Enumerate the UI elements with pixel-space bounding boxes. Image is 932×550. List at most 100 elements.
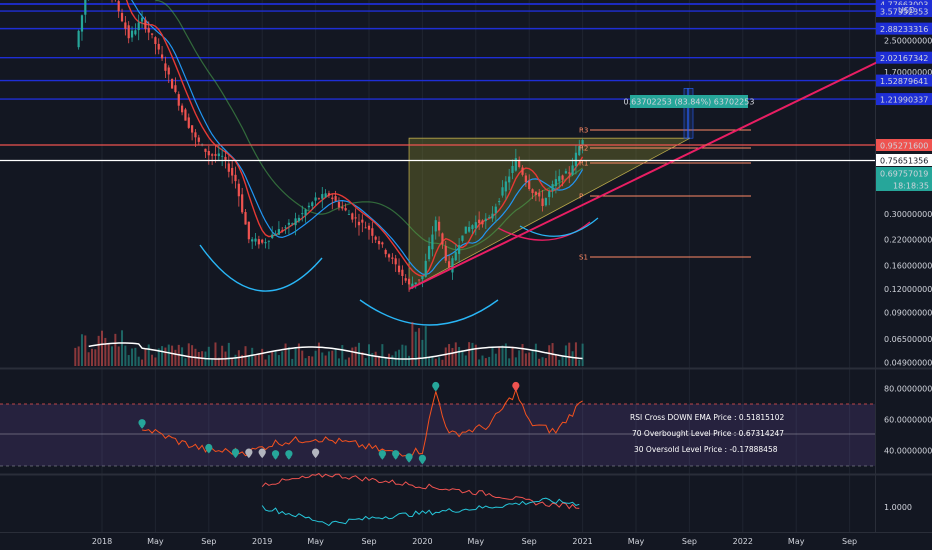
candle-body <box>150 33 154 35</box>
volume-bar <box>287 347 290 366</box>
rsi-signal-pointer <box>206 450 212 454</box>
volume-bar <box>488 356 491 366</box>
candle-body <box>564 171 568 174</box>
rsi-signal-pointer <box>313 455 319 459</box>
volume-bar <box>401 344 404 366</box>
ma-green-line <box>155 0 583 251</box>
rsi-signal-pointer <box>246 455 252 459</box>
volume-bar <box>461 350 464 366</box>
candle-body <box>491 213 494 219</box>
volume-bar <box>438 357 441 366</box>
candle-body <box>448 261 451 268</box>
volume-bar <box>398 349 401 366</box>
candle-body <box>548 191 551 198</box>
candle-body <box>254 238 257 242</box>
volume-bar <box>538 358 541 366</box>
rsi-signal-pointer <box>379 456 385 460</box>
candle-body <box>317 198 321 200</box>
candle-body <box>391 257 394 259</box>
candle-body <box>271 234 274 238</box>
candle-body <box>221 155 224 157</box>
candle-body <box>227 163 230 172</box>
price-tick-label: 0.16000000 <box>884 261 932 270</box>
candle-body <box>304 209 307 216</box>
candle-body <box>397 265 401 273</box>
volume-bar <box>424 326 427 366</box>
rsi-signal-marker <box>271 450 280 458</box>
candle-body <box>571 165 574 175</box>
candlestick-series <box>77 0 584 292</box>
volume-bar <box>311 356 314 366</box>
rsi-label-1: RSI Cross DOWN EMA Price : 0.51815102 <box>630 413 784 422</box>
lower-blue-line <box>261 497 580 527</box>
volume-bar <box>137 356 140 366</box>
red-level-tag-text: 0.95271600 <box>880 142 928 151</box>
price-measure-tool[interactable]: 0.63702253 (83.84%) 63702253 <box>624 88 755 139</box>
volume-bar <box>554 354 557 366</box>
volume-bar <box>261 348 264 366</box>
candle-body <box>267 240 270 242</box>
candle-body <box>488 217 491 218</box>
volume-bar <box>331 350 334 366</box>
candle-body <box>241 194 244 213</box>
level-tag-text: 3.57352353 <box>880 8 928 17</box>
time-tick-label: May <box>628 537 645 546</box>
volume-bar <box>347 357 350 366</box>
volume-bar <box>581 343 584 366</box>
volume-bar <box>264 359 267 366</box>
price-tick-label: 0.06500000 <box>884 335 932 344</box>
rsi-signal-marker <box>378 450 386 458</box>
volume-bar <box>297 343 300 366</box>
pivot-label: P <box>579 193 583 201</box>
candle-body <box>468 226 471 232</box>
level-tag-text: 2.88233316 <box>880 25 928 34</box>
volume-bar <box>317 342 320 366</box>
candle-body <box>387 254 391 258</box>
pivot-label: R2 <box>579 145 588 153</box>
volume-bar <box>214 342 217 366</box>
time-tick-label: Sep <box>361 537 376 546</box>
time-tick-label: 2019 <box>252 537 272 546</box>
volume-bar <box>90 348 93 366</box>
rsi-signal-marker <box>512 381 520 390</box>
measure-label-bg <box>630 95 748 108</box>
candle-body <box>217 153 220 157</box>
candle-body <box>561 175 564 180</box>
volume-bar <box>568 342 571 366</box>
volume-bar <box>534 343 537 366</box>
candle-body <box>187 117 190 128</box>
volume-bar <box>221 345 224 366</box>
ascending-trendline[interactable] <box>408 55 891 290</box>
price-tick-label: 0.04900000 <box>884 358 932 367</box>
level-tag-text: 4.77663003 <box>880 1 928 10</box>
candle-body <box>314 197 317 201</box>
volume-bar <box>167 344 170 366</box>
volume-bar <box>524 353 527 366</box>
price-tick-label: 0.30000000 <box>884 210 932 219</box>
volume-bar <box>211 359 214 366</box>
rsi-signal-marker <box>258 448 266 456</box>
candle-body <box>194 132 197 138</box>
time-tick-label: 2021 <box>572 537 592 546</box>
volume-bar <box>451 347 454 366</box>
volume-bar <box>301 350 304 366</box>
candle-body <box>291 223 294 225</box>
candle-body <box>544 198 547 206</box>
volume-bar <box>337 358 340 366</box>
volume-bar <box>274 351 277 366</box>
rsi-signal-marker <box>231 448 240 456</box>
time-tick-label: 2020 <box>412 537 432 546</box>
volume-bar <box>247 355 250 366</box>
time-tick-label: Sep <box>522 537 537 546</box>
volume-bar <box>184 358 187 366</box>
candle-body <box>284 227 287 229</box>
rsi-signal-pointer <box>286 456 292 460</box>
candle-body <box>354 217 357 219</box>
rsi-line <box>142 387 583 457</box>
candle-body <box>474 222 477 229</box>
rsi-signal-pointer <box>233 455 238 459</box>
candle-body <box>417 279 421 281</box>
secondary-price-tag <box>876 167 932 179</box>
